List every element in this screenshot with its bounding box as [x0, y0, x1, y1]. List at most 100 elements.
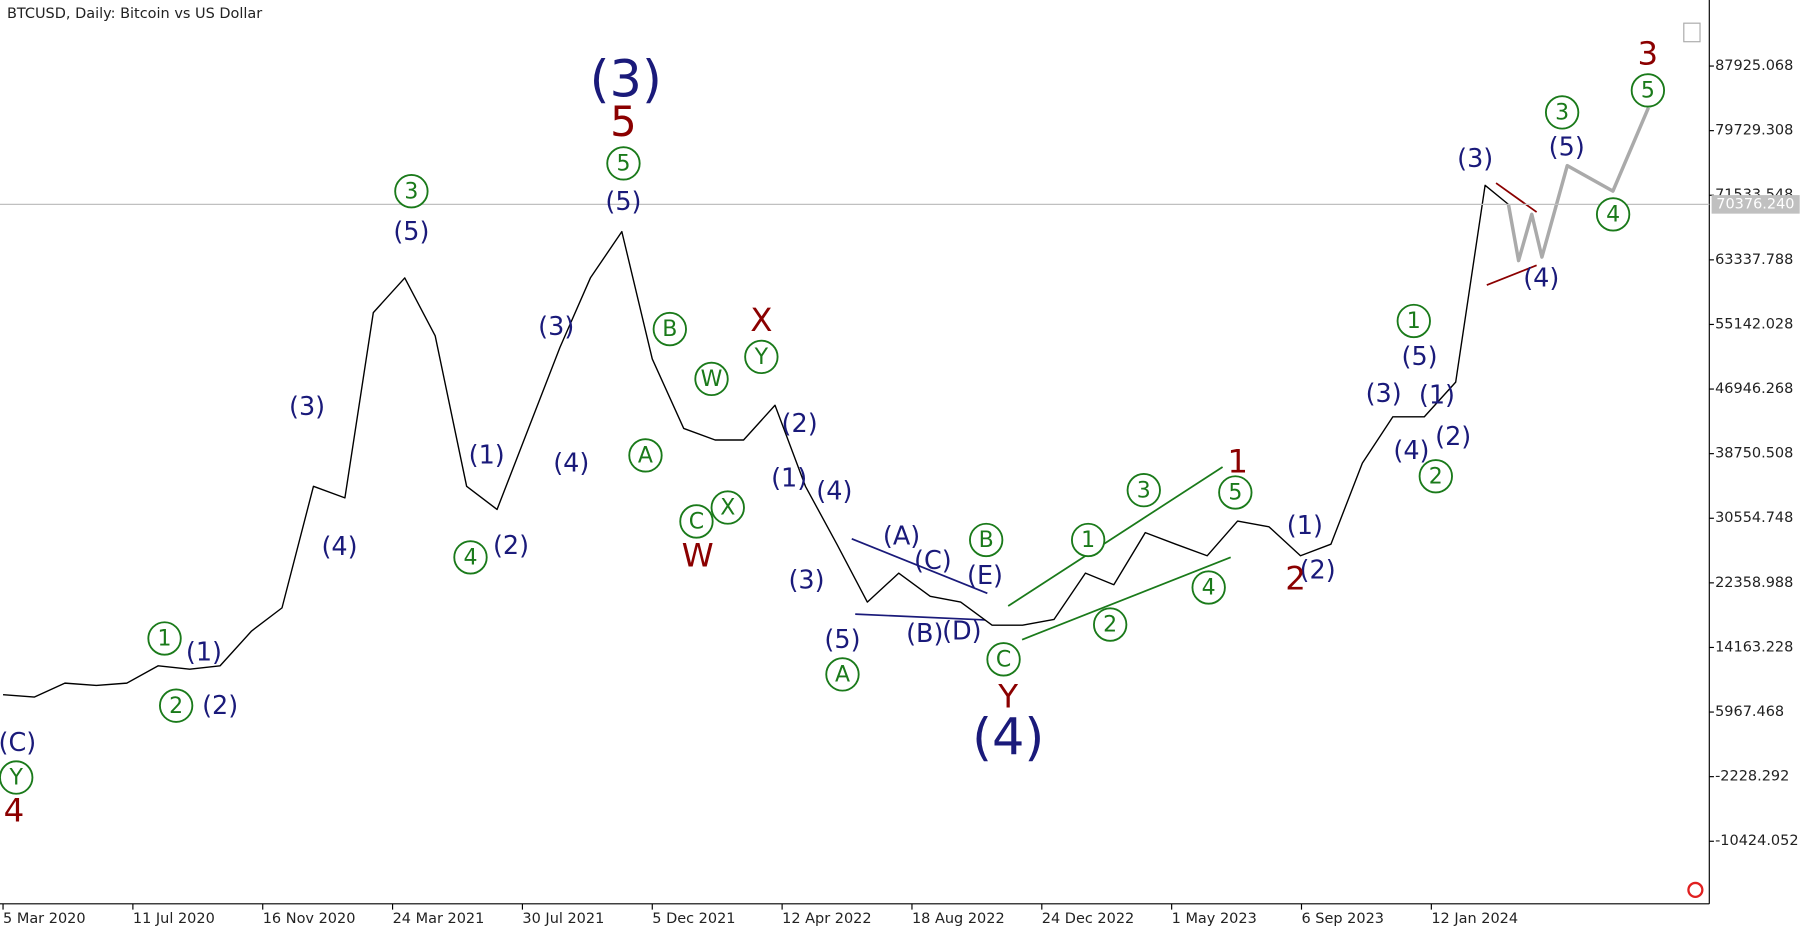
- wave-label: (1): [1287, 511, 1323, 541]
- trend-line: [1021, 556, 1232, 641]
- x-tick-label: 1 May 2023: [1172, 911, 1257, 927]
- wave-label: B: [662, 317, 677, 342]
- wave-ring: [1218, 475, 1253, 510]
- y-tick-label: 55142.028: [1715, 316, 1793, 332]
- last-price-label: 70376.240: [1716, 196, 1794, 212]
- wave-ring: [453, 540, 488, 575]
- wave-label: (1): [469, 441, 505, 471]
- x-tick-label: 12 Apr 2022: [782, 911, 871, 927]
- wave-label: W: [682, 536, 714, 574]
- wave-label: (5): [393, 217, 429, 247]
- x-tick-label: 24 Dec 2022: [1042, 911, 1134, 927]
- wave-ring: [628, 438, 663, 473]
- wave-label: 2: [1285, 560, 1306, 598]
- wave-label: 2: [169, 694, 183, 719]
- wave-ring: [1418, 459, 1453, 494]
- wave-label: 3: [1555, 101, 1569, 126]
- wave-label: (A): [883, 522, 920, 552]
- wave-label: (4): [321, 532, 357, 562]
- wave-label: (5): [1402, 342, 1438, 372]
- wave-label: (B): [906, 619, 943, 649]
- wave-label: C: [689, 510, 704, 535]
- wave-label: 1: [1227, 443, 1248, 481]
- x-tick-label: 5 Mar 2020: [3, 911, 86, 927]
- toolbar-icons: [1683, 22, 1704, 899]
- wave-label: W: [701, 367, 723, 392]
- wave-label: X: [720, 496, 735, 521]
- wave-label: Y: [997, 678, 1018, 716]
- wave-label: 4: [463, 546, 477, 571]
- x-tick-label: 30 Jul 2021: [522, 911, 604, 927]
- wave-label: Y: [8, 766, 23, 791]
- wave-label: 4: [4, 791, 25, 829]
- wave-label: (3): [788, 566, 824, 596]
- x-tick-label: 11 Jul 2020: [133, 911, 215, 927]
- wave-label: (3): [590, 50, 662, 109]
- wave-label: (3): [289, 392, 325, 422]
- wave-label: C: [996, 647, 1011, 672]
- trend-line: [1486, 264, 1537, 286]
- chart-title: BTCUSD, Daily: Bitcoin vs US Dollar: [7, 6, 262, 22]
- wave-ring: [0, 760, 34, 795]
- wave-ring: [147, 621, 182, 656]
- wave-label: (2): [782, 409, 818, 439]
- icon[interactable]: [1683, 22, 1701, 43]
- wave-label: (1): [1419, 380, 1455, 410]
- wave-label: (1): [771, 464, 807, 494]
- wave-label: X: [750, 301, 772, 339]
- wave-label: (E): [967, 561, 1003, 591]
- wave-label: 3: [1137, 478, 1151, 503]
- x-tick-label: 18 Aug 2022: [912, 911, 1005, 927]
- wave-label: (3): [1366, 379, 1402, 409]
- y-tick-label: 14163.228: [1715, 639, 1793, 655]
- x-tick-label: 5 Dec 2021: [652, 911, 735, 927]
- wave-ring: [1191, 570, 1226, 605]
- wave-label: 2: [1103, 613, 1117, 638]
- wave-label: (5): [1549, 132, 1585, 162]
- wave-label: B: [979, 528, 994, 553]
- wave-label: (4): [816, 476, 852, 506]
- wave-label: (2): [493, 531, 529, 561]
- wave-label: A: [835, 663, 850, 688]
- wave-label: (2): [202, 691, 238, 721]
- wave-ring: [158, 688, 194, 723]
- x-tick-label: 16 Nov 2020: [263, 911, 356, 927]
- y-tick-label: -2228.292: [1715, 769, 1789, 785]
- wave-label: (1): [186, 638, 222, 668]
- wave-ring: [1093, 607, 1128, 642]
- wave-ring: [1126, 473, 1161, 508]
- icon[interactable]: [1687, 881, 1704, 899]
- wave-label: (3): [538, 312, 574, 342]
- x-tick-label: 12 Jan 2024: [1431, 911, 1518, 927]
- wave-label: (C): [914, 546, 952, 576]
- wave-ring: [710, 490, 745, 525]
- price-line: [2, 184, 1509, 698]
- wave-ring: [606, 146, 641, 181]
- y-tick-label: 63337.788: [1715, 252, 1793, 268]
- wave-label: 5: [1228, 481, 1242, 506]
- x-tick-label: 6 Sep 2023: [1301, 911, 1384, 927]
- wave-label: (5): [824, 625, 860, 655]
- wave-ring: [679, 504, 714, 539]
- y-tick-label: 30554.748: [1715, 510, 1793, 526]
- wave-label: (4): [1393, 436, 1429, 466]
- y-tick-label: 5967.468: [1715, 704, 1784, 720]
- wave-label: (2): [1300, 555, 1336, 585]
- wave-label: 3: [1638, 35, 1659, 73]
- wave-label: 2: [1429, 464, 1443, 489]
- wave-label: 4: [1606, 203, 1620, 228]
- wave-ring: [825, 657, 860, 692]
- wave-ring: [1071, 522, 1106, 558]
- wave-ring: [1595, 197, 1631, 232]
- wave-ring: [694, 361, 729, 397]
- wave-label: 4: [1202, 576, 1216, 601]
- wave-ring: [652, 311, 687, 347]
- wave-label: (3): [1457, 144, 1493, 174]
- wave-label: Y: [754, 345, 769, 370]
- trend-line: [1007, 466, 1224, 607]
- wave-label: (4): [972, 708, 1044, 767]
- wave-label: 1: [1407, 309, 1421, 334]
- wave-ring: [1630, 73, 1666, 108]
- wave-label: 5: [616, 152, 630, 177]
